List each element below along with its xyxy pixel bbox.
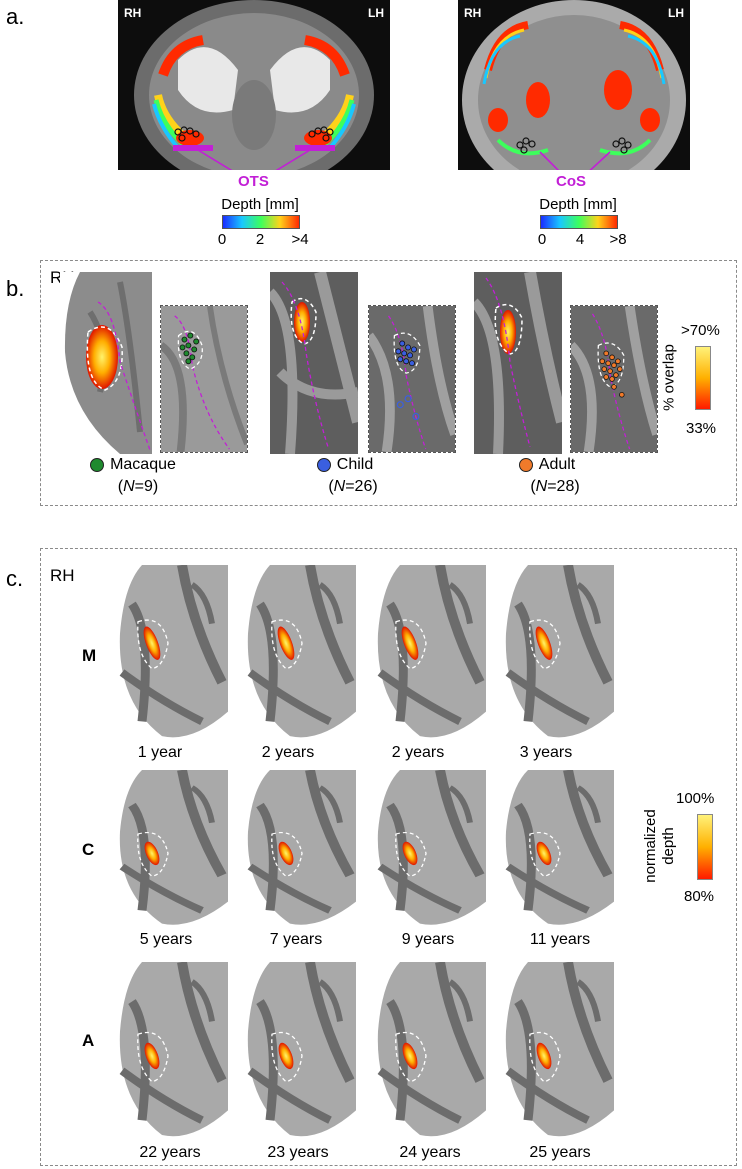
depth-colorbar-title: normalized depth [642, 796, 678, 896]
inflated-brain-map [498, 565, 614, 741]
age-label: 25 years [529, 1144, 591, 1161]
macaque-overlap-map [60, 272, 152, 454]
age-label: 9 years [401, 931, 455, 948]
mri-coronal-ots: RH LH [118, 0, 390, 170]
child-inset-frame [368, 305, 456, 453]
left-colorbar-tick: 0 [217, 231, 227, 248]
inflated-brain-map [240, 770, 356, 928]
inflated-brain-map [498, 770, 614, 928]
age-label: 2 years [391, 744, 445, 761]
adult-inset-frame [570, 305, 658, 453]
inflated-brain-map [370, 962, 486, 1140]
panel-a-letter: a. [6, 4, 25, 29]
panel-c-hemisphere: RH [50, 566, 75, 585]
panel-c-letter: c. [6, 566, 24, 591]
inflated-brain-map [370, 770, 486, 928]
age-label: 7 years [269, 931, 323, 948]
left-colorbar-tick: >4 [291, 231, 309, 248]
depth-colorbar-title-line1: normalized [642, 809, 659, 883]
legend-macaque-label: Macaque [110, 456, 176, 473]
age-label: 3 years [519, 744, 573, 761]
adult-overlap-map [474, 272, 562, 454]
child-overlap-map [270, 272, 358, 454]
lh-label: LH [668, 6, 684, 20]
left-depth-colorbar [222, 215, 300, 229]
age-label: 23 years [267, 1144, 329, 1161]
row-letter-child: C [82, 840, 95, 859]
lh-label: LH [368, 6, 384, 20]
inflated-brain-map [240, 565, 356, 741]
depth-max-label: 100% [676, 790, 715, 807]
rh-label: RH [464, 6, 482, 20]
child-subject-points [369, 306, 455, 452]
inflated-brain-map [240, 962, 356, 1140]
age-label: 2 years [261, 744, 315, 761]
age-label: 22 years [139, 1144, 201, 1161]
adult-dot-icon [518, 457, 533, 472]
macaque-inset-frame [160, 305, 248, 453]
row-letter-adult: A [82, 1031, 95, 1050]
age-label: 11 years [529, 931, 591, 948]
mri-ots-image [118, 0, 390, 170]
legend-child: Child [290, 456, 400, 474]
left-colorbar-title: Depth [mm] [221, 196, 299, 213]
macaque-n: (N=9) [117, 478, 159, 495]
legend-adult-label: Adult [538, 456, 576, 473]
inflated-brain-map [498, 962, 614, 1140]
rh-label: RH [124, 6, 142, 20]
legend-child-label: Child [336, 456, 374, 473]
inflated-brain-map [112, 770, 228, 928]
legend-adult: Adult [492, 456, 602, 474]
adult-subject-points [571, 306, 657, 452]
age-label: 5 years [139, 931, 193, 948]
legend-macaque: Macaque [68, 456, 198, 474]
inflated-brain-map [112, 962, 228, 1140]
child-n: (N=26) [328, 478, 378, 495]
normalized-depth-colorbar [697, 814, 713, 880]
overlap-colorbar [695, 346, 711, 410]
right-depth-colorbar [540, 215, 618, 229]
age-label: 24 years [399, 1144, 461, 1161]
child-dot-icon [316, 457, 331, 472]
overlap-colorbar-title: % overlap [660, 344, 678, 411]
row-letter-macaque: M [82, 646, 97, 665]
left-colorbar-tick: 2 [255, 231, 265, 248]
inflated-brain-map [112, 565, 228, 741]
inflated-brain-map [370, 565, 486, 741]
age-label: 1 year [137, 744, 183, 761]
right-colorbar-tick: 0 [537, 231, 547, 248]
overlap-max-label: >70% [681, 322, 720, 339]
right-colorbar-tick: 4 [575, 231, 585, 248]
macaque-subject-points [161, 306, 247, 452]
depth-colorbar-title-line2: depth [660, 827, 677, 865]
panel-b-letter: b. [6, 276, 25, 301]
overlap-min-label: 33% [686, 420, 717, 437]
mri-cos-image [458, 0, 690, 170]
right-colorbar-title: Depth [mm] [539, 196, 617, 213]
adult-n: (N=28) [530, 478, 580, 495]
panel-b-frame [40, 260, 737, 506]
right-colorbar-tick: >8 [609, 231, 627, 248]
mri-coronal-cos: RH LH [458, 0, 690, 170]
macaque-dot-icon [90, 457, 105, 472]
depth-min-label: 80% [684, 888, 715, 905]
cos-label: CoS [556, 173, 586, 190]
panel-c-frame [40, 548, 737, 1166]
ots-label: OTS [238, 173, 269, 190]
